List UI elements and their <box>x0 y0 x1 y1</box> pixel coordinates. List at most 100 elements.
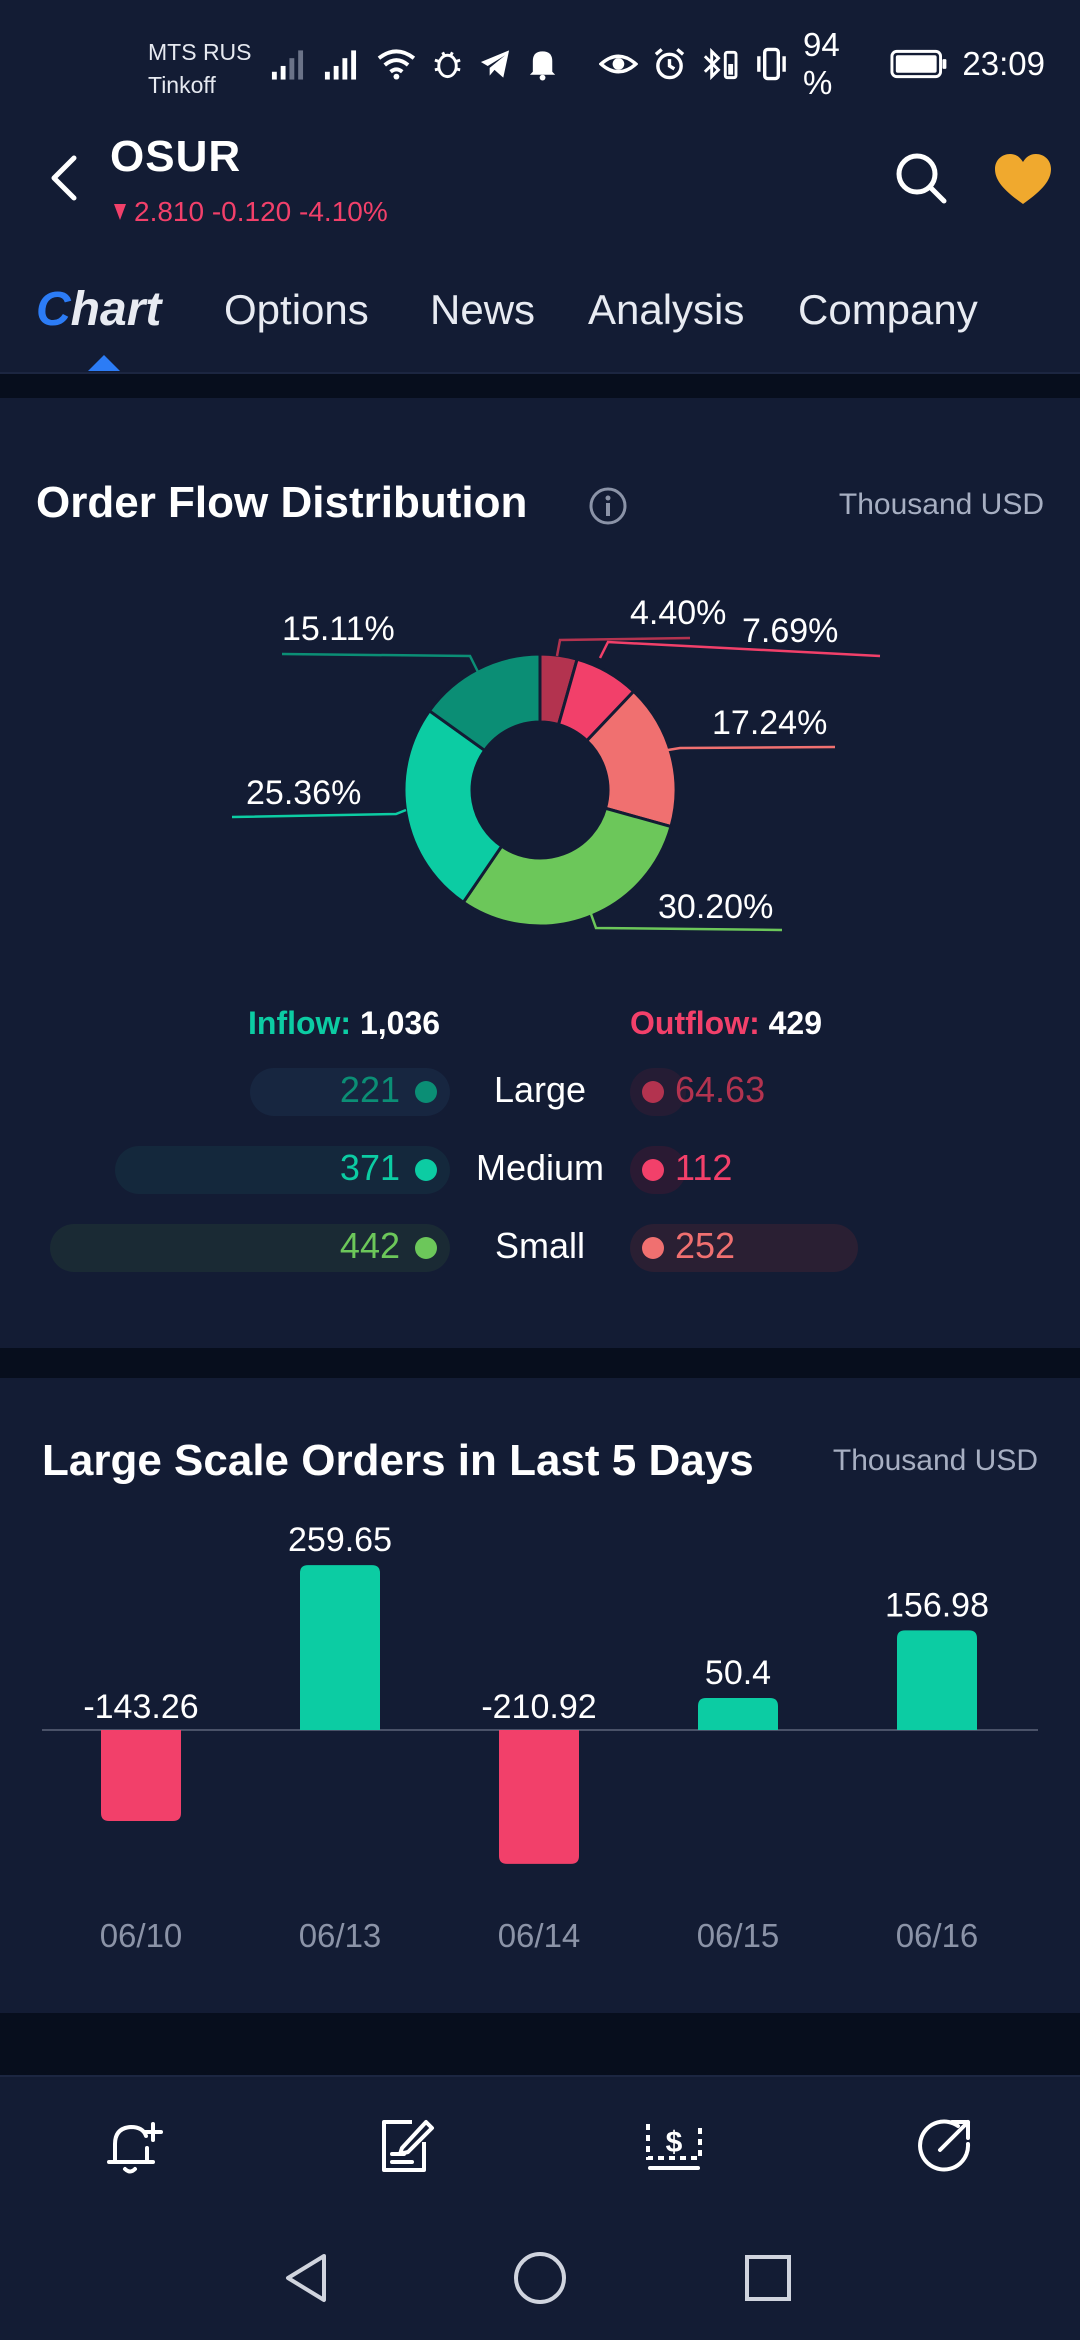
section-divider-2 <box>0 1348 1080 1378</box>
tab-chart-initial: C <box>36 283 71 336</box>
large-orders-bar-chart: -143.26 06/10 259.65 06/13 -210.92 06/14 50.4 0… <box>42 1521 1038 1954</box>
header-bar <box>0 130 1080 270</box>
trade-dollar-icon[interactable]: $ <box>642 2114 706 2178</box>
bar-06-15[interactable] <box>698 1697 778 1730</box>
donut-label-outflow-medium: 7.69% <box>742 612 839 650</box>
edit-note-icon[interactable] <box>372 2114 436 2178</box>
outflow-dot-medium <box>642 1159 664 1181</box>
outflow-value-medium: 112 <box>675 1147 733 1188</box>
status-icons: 94 % 23:09 <box>270 26 1045 101</box>
carrier-2: Tinkoff <box>148 72 216 98</box>
section-divider <box>0 374 1080 398</box>
home-circle-icon[interactable] <box>510 2248 570 2308</box>
bar-06-14[interactable] <box>499 1730 579 1864</box>
price-quote: 2.810 -0.120 -4.10% <box>112 196 388 228</box>
vibrate-icon <box>757 47 786 81</box>
tab-chart-label: hart <box>70 283 162 336</box>
outflow-summary: Outflow: 429 <box>630 1005 822 1042</box>
outflow-dot-small <box>642 1237 664 1259</box>
order-flow-unit: Thousand USD <box>838 488 1044 521</box>
donut-slice-inflow-small[interactable] <box>461 806 673 928</box>
bluetooth-battery-icon <box>703 47 738 81</box>
bell-icon <box>529 51 555 81</box>
leader-line-inflow-large <box>281 652 480 673</box>
inflow-label: Inflow: <box>248 1005 352 1041</box>
bottom-action-bar <box>0 2075 1080 2222</box>
bar-value-label: -143.26 <box>83 1688 198 1726</box>
donut-label-outflow-large: 4.40% <box>630 594 727 632</box>
recent-square-icon[interactable] <box>738 2248 798 2308</box>
info-icon[interactable] <box>588 486 628 526</box>
carrier-1: MTS RUS <box>148 39 252 65</box>
alarm-icon <box>654 48 685 80</box>
inflow-value-medium: 371 <box>339 1147 400 1188</box>
search-icon[interactable] <box>893 150 949 206</box>
clock: 23:09 <box>962 45 1045 82</box>
bar-value-label: -210.92 <box>481 1688 596 1726</box>
battery-percent: 94 % <box>803 26 840 101</box>
row-label-small: Small <box>494 1225 586 1266</box>
tab-chart[interactable]: Chart <box>36 282 161 337</box>
leader-line-outflow-large <box>555 636 691 657</box>
alert-add-icon[interactable] <box>103 2114 167 2178</box>
outflow-bar-small <box>630 1224 858 1272</box>
back-triangle-icon[interactable] <box>278 2248 338 2308</box>
leader-line-inflow-medium <box>231 808 407 819</box>
outflow-label: Outflow: <box>630 1005 760 1041</box>
tab-news[interactable]: News <box>430 286 536 333</box>
inflow-dot-large <box>415 1081 437 1103</box>
donut-slice-inflow-medium[interactable] <box>402 708 504 905</box>
large-orders-unit: Thousand USD <box>832 1444 1038 1477</box>
down-triangle-icon <box>114 204 126 220</box>
back-arrow-icon[interactable] <box>40 148 90 208</box>
inflow-value-large: 221 <box>339 1069 400 1110</box>
tab-options[interactable]: Options <box>224 286 369 333</box>
signal-1-icon <box>271 50 304 80</box>
price-change-text: 2.810 -0.120 -4.10% <box>134 196 388 227</box>
system-navigation-bar <box>0 2220 1080 2340</box>
bar-value-label: 156.98 <box>885 1586 989 1624</box>
outflow-value-large: 64.63 <box>675 1069 766 1110</box>
bar-06-16[interactable] <box>897 1630 977 1730</box>
donut-label-outflow-small: 17.24% <box>712 704 828 742</box>
order-flow-title: Order Flow Distribution <box>36 478 528 527</box>
outflow-dot-large <box>642 1081 664 1103</box>
x-axis-date-label: 06/10 <box>100 1917 183 1954</box>
x-axis-date-label: 06/14 <box>498 1917 581 1954</box>
outflow-value-small: 252 <box>675 1225 736 1266</box>
donut-label-inflow-large: 15.11% <box>282 610 395 648</box>
signal-2-icon <box>324 50 356 80</box>
bar-value-label: 259.65 <box>288 1521 392 1559</box>
tab-bar <box>0 270 1080 374</box>
tab-analysis[interactable]: Analysis <box>588 286 745 333</box>
donut-label-inflow-medium: 25.36% <box>246 774 362 812</box>
donut-label-inflow-small: 30.20% <box>658 888 774 926</box>
x-axis-date-label: 06/15 <box>697 1917 780 1954</box>
inflow-dot-medium <box>415 1159 437 1181</box>
large-orders-title: Large Scale Orders in Last 5 Days <box>42 1436 754 1485</box>
favorite-heart-icon[interactable] <box>993 152 1053 208</box>
row-label-large: Large <box>493 1069 587 1110</box>
share-icon[interactable] <box>912 2114 976 2178</box>
inflow-bar-medium <box>115 1146 450 1194</box>
active-tab-indicator <box>88 355 120 371</box>
bar-06-13[interactable] <box>300 1565 380 1730</box>
bar-value-label: 50.4 <box>705 1654 771 1692</box>
bar-06-10[interactable] <box>101 1730 181 1821</box>
leader-line-outflow-medium <box>598 640 881 659</box>
telegram-icon <box>480 50 509 78</box>
row-label-medium: Medium <box>475 1147 605 1188</box>
inflow-value-small: 442 <box>339 1225 400 1266</box>
x-axis-date-label: 06/13 <box>299 1917 382 1954</box>
bug-icon <box>433 51 461 79</box>
inflow-value: 1,036 <box>359 1005 441 1041</box>
outflow-value: 429 <box>768 1005 823 1041</box>
carrier-info: MTS RUS Tinkoff <box>148 36 252 102</box>
order-flow-donut-chart <box>231 636 881 932</box>
inflow-dot-small <box>415 1237 437 1259</box>
donut-slice-inflow-large[interactable] <box>427 652 542 753</box>
svg-text:$: $ <box>666 2126 683 2159</box>
donut-slice-outflow-small[interactable] <box>584 689 678 829</box>
tab-company[interactable]: Company <box>798 286 978 333</box>
wifi-icon <box>377 49 415 80</box>
